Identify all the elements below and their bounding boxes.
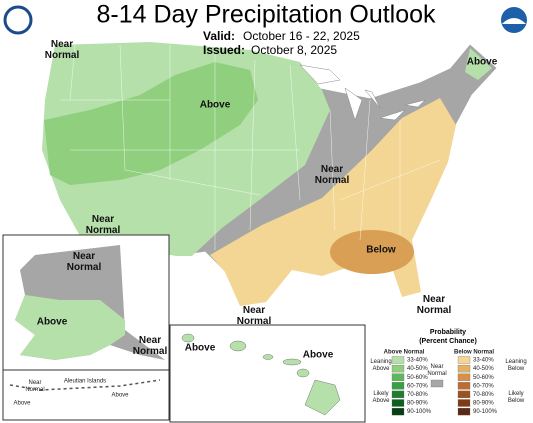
legend-subtitle: (Percent Chance)	[419, 338, 477, 345]
map-label: Near	[423, 294, 445, 305]
above-maine-area	[465, 48, 492, 80]
legend-bin: 70-80%	[407, 392, 428, 398]
legend-bin: 40-50%	[407, 366, 428, 372]
legend-bin: 60-70%	[473, 383, 494, 389]
legend-swatch	[391, 373, 405, 381]
noaa-logo-wave	[502, 18, 526, 24]
legend-bin: 50-60%	[473, 375, 494, 381]
doc-logo	[3, 5, 33, 35]
legend-swatch	[457, 373, 471, 381]
map-label: Near	[321, 164, 343, 175]
map-label: Normal	[25, 387, 44, 393]
above-core-area	[44, 62, 258, 185]
map-label: Near	[51, 39, 73, 50]
legend-near-label: Near	[430, 364, 443, 370]
legend-near-label: Normal	[427, 371, 446, 377]
legend-swatch	[391, 407, 405, 416]
valid-label: Valid:	[203, 29, 235, 43]
legend-swatch	[457, 407, 471, 416]
map-label: Above	[185, 343, 216, 354]
aleutian-islands	[9, 379, 161, 391]
legend-swatch	[457, 364, 471, 373]
state-lines	[60, 44, 441, 250]
legend-bin: 90-100%	[473, 409, 498, 415]
legend-bin: 33-40%	[473, 358, 494, 364]
legend-side-label: Leaning	[505, 359, 526, 365]
map-label: Near	[92, 214, 114, 225]
map-label: Near	[139, 335, 161, 346]
map-label: Near	[28, 380, 41, 386]
legend-swatch	[457, 399, 471, 407]
legend-swatch	[391, 390, 405, 399]
legend-bin: 60-70%	[407, 383, 428, 389]
issued-date: October 8, 2025	[251, 43, 337, 57]
legend-swatch	[391, 382, 405, 390]
hawaii-inset	[169, 324, 366, 423]
legend-swatch	[391, 364, 405, 373]
legend-swatch	[457, 356, 471, 364]
aleutian-inset	[2, 369, 170, 421]
legend-side-label: Likely	[508, 391, 523, 397]
legend-side-label: Above	[372, 366, 390, 372]
map-label: Near	[243, 305, 265, 316]
legend-bin: 90-100%	[407, 409, 432, 415]
title: 8-14 Day Precipitation Outlook	[96, 1, 436, 29]
legend-side-label: Below	[508, 366, 525, 372]
map-label: Normal	[133, 346, 168, 357]
legend-bin: 33-40%	[407, 358, 428, 364]
map-label: Normal	[315, 175, 350, 186]
map-label: Above	[467, 57, 498, 68]
valid-dates: October 16 - 22, 2025	[243, 29, 360, 43]
legend-swatch	[430, 379, 444, 388]
map-label: Above	[111, 393, 129, 399]
map-label: Aleutian Islands	[64, 379, 106, 385]
map-label: Above	[13, 401, 31, 407]
map-label: Above	[200, 100, 231, 111]
issued-label: Issued:	[203, 43, 245, 57]
legend-side-label: Above	[372, 398, 390, 404]
legend-side-label: Leaning	[370, 359, 391, 365]
legend-swatch	[391, 356, 405, 364]
map-label: Normal	[417, 305, 452, 316]
below-core-area	[330, 230, 414, 274]
below-heading: Below Normal	[454, 350, 494, 356]
map-label: Normal	[45, 50, 80, 61]
map-label: Normal	[86, 225, 121, 236]
legend-side-label: Likely	[373, 391, 388, 397]
legend-side-label: Below	[508, 398, 525, 404]
hawaii-islands	[181, 333, 341, 416]
map-label: Normal	[237, 316, 272, 327]
legend-swatch	[457, 382, 471, 390]
map-label: Below	[366, 245, 396, 256]
map-label: Above	[37, 317, 68, 328]
legend-swatch	[391, 399, 405, 407]
legend-title: Probability	[430, 329, 466, 336]
legend-bin: 80-90%	[473, 401, 494, 407]
legend-swatch	[457, 390, 471, 399]
map-label: Near	[73, 251, 95, 262]
legend-bin: 70-80%	[473, 392, 494, 398]
map-label: Normal	[67, 262, 102, 273]
legend-bin: 50-60%	[407, 375, 428, 381]
legend-bin: 80-90%	[407, 401, 428, 407]
alaska-above	[15, 295, 125, 360]
great-lakes	[299, 64, 426, 121]
legend-bin: 40-50%	[473, 366, 494, 372]
above-heading: Above Normal	[384, 350, 425, 356]
map-label: Above	[303, 350, 334, 361]
legend: Probability (Percent Chance) Above Norma…	[384, 329, 498, 416]
